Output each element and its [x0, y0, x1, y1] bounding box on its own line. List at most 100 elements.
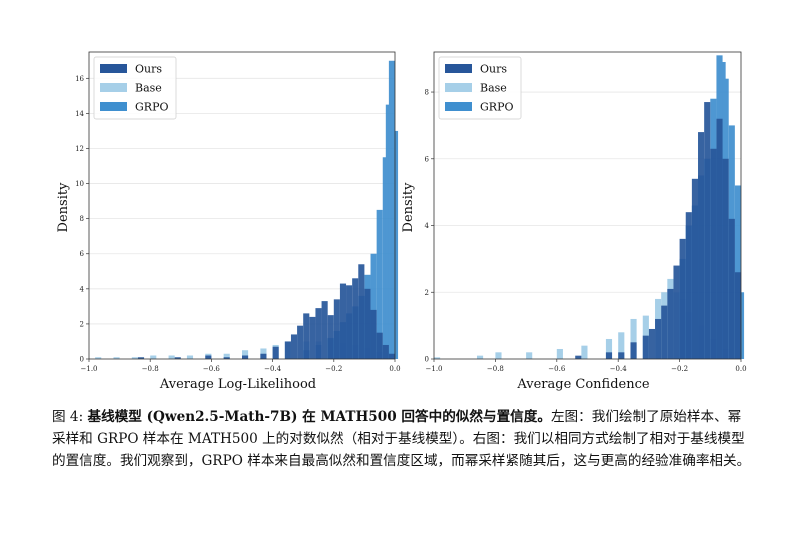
plot-frame: [433, 51, 742, 360]
histogram-bar: [321, 301, 328, 359]
histogram-bar: [260, 348, 267, 359]
histogram-bar: [242, 350, 249, 359]
x-tick-label: −0.2: [671, 365, 688, 373]
y-tick-label: 6: [80, 250, 85, 258]
y-axis-label: Density: [56, 182, 71, 233]
histogram-bar: [710, 148, 717, 359]
legend-label: Base: [480, 82, 507, 95]
y-tick-label: 16: [75, 75, 84, 83]
y-tick-label: 8: [425, 89, 429, 97]
legend-swatch: [100, 64, 127, 73]
histogram-bar: [526, 352, 533, 359]
chart-1: −1.0 −0.8 −0.6 −0.4 −0.2 0.0 0 2 4 6 8 10 12 14 16 Aver…: [56, 51, 401, 392]
histogram-bar: [370, 309, 377, 359]
legend-label: Ours: [480, 63, 507, 76]
histogram-bar: [242, 355, 249, 359]
histogram-bar: [290, 334, 298, 359]
x-tick-label: 0.0: [389, 365, 400, 373]
plot-frame: [88, 51, 396, 360]
y-tick-label: 4: [425, 222, 430, 230]
histogram-bar: [315, 308, 322, 359]
y-tick-label: 6: [425, 155, 430, 163]
figure-caption: 图 4: 基线模型 (Qwen2.5-Math-7B) 在 MATH500 回答…: [52, 406, 752, 472]
series-ours: [575, 102, 741, 359]
histogram-bar: [667, 288, 674, 359]
legend-label: GRPO: [135, 101, 169, 114]
histogram-bar: [272, 346, 279, 359]
x-axis-label: Average Log-Likelihood: [159, 377, 316, 392]
caption-bold-text: 基线模型 (Qwen2.5-Math-7B) 在 MATH500 回答中的似然与…: [87, 409, 551, 425]
legend-label: GRPO: [480, 101, 514, 114]
y-tick-label: 14: [75, 110, 84, 118]
histogram-bar: [618, 352, 625, 359]
histogram-bar: [223, 353, 230, 359]
histogram-bar: [168, 355, 175, 359]
legend: Ours Base GRPO: [93, 56, 177, 120]
caption-label: 图 4:: [52, 409, 84, 425]
histogram-bar: [327, 315, 334, 359]
y-tick-label: 0: [425, 356, 429, 364]
histogram-bar: [297, 325, 304, 359]
histogram-bar: [205, 355, 212, 359]
histogram-bar: [382, 344, 389, 359]
histogram-bar: [679, 238, 686, 359]
histogram-bar: [352, 278, 359, 359]
figure: −1.0 −0.8 −0.6 −0.4 −0.2 0.0 0 2 4 6 8 10 12 14 16 Aver…: [56, 51, 747, 392]
histogram-bar: [495, 352, 502, 359]
histogram-bar: [648, 328, 656, 359]
x-axis-label: Average Confidence: [516, 377, 649, 392]
histogram-bar: [673, 265, 680, 359]
legend-swatch: [445, 64, 472, 73]
y-tick-label: 8: [80, 215, 84, 223]
histogram-bar: [722, 158, 729, 359]
legend-swatch: [100, 83, 127, 92]
histogram-bar: [630, 318, 637, 359]
histogram-bar: [284, 341, 291, 359]
x-tick-label: −1.0: [426, 365, 443, 373]
y-tick-label: 2: [425, 289, 429, 297]
histogram-bar: [618, 332, 625, 359]
x-tick-label: −1.0: [81, 365, 98, 373]
legend: Ours Base GRPO: [438, 56, 522, 120]
histogram-bar: [655, 318, 662, 359]
y-axis-label: Density: [401, 182, 416, 233]
legend-swatch: [445, 83, 472, 92]
histogram-bar: [605, 338, 613, 359]
histogram-bar: [388, 353, 395, 359]
caption-body-text: 左图：我们绘制了原始样本、幂采样和 GRPO 样本在 MATH500 上的对数似…: [52, 409, 751, 469]
histogram-bar: [223, 357, 230, 359]
histogram-bar: [186, 355, 194, 359]
x-tick-label: 0.0: [735, 365, 746, 373]
histogram-bar: [150, 355, 157, 359]
x-tick-label: −0.8: [142, 365, 159, 373]
histogram-bar: [137, 357, 145, 359]
histogram-bar: [575, 355, 582, 359]
histogram-bar: [303, 313, 310, 359]
legend-label: Base: [135, 82, 162, 95]
histogram-bar: [370, 253, 377, 359]
histogram-bar: [661, 305, 668, 359]
histogram-bar: [685, 212, 692, 359]
histogram-bar: [113, 357, 120, 359]
y-tick-label: 12: [75, 145, 84, 153]
histogram-bar: [339, 283, 347, 359]
histogram-bar: [476, 355, 484, 359]
histogram-bar: [358, 264, 365, 359]
histogram-bar: [376, 332, 383, 359]
histogram-bar: [728, 218, 735, 359]
histogram-bar: [346, 285, 353, 359]
histogram-bar: [309, 316, 316, 359]
y-tick-label: 0: [80, 356, 84, 364]
histogram-bar: [716, 118, 723, 359]
histogram-bar: [131, 357, 138, 359]
legend-label: Ours: [135, 63, 162, 76]
y-tick-label: 10: [75, 180, 84, 188]
histogram-bar: [174, 357, 181, 359]
x-tick-label: −0.6: [548, 365, 566, 373]
histogram-bar: [376, 209, 383, 359]
histogram-bar: [691, 178, 699, 359]
x-tick-label: −0.8: [487, 365, 504, 373]
chart-2: −1.0 −0.8 −0.6 −0.4 −0.2 0.0 0 2 4 6 8 Average Conf…: [401, 51, 747, 392]
histogram-bar: [333, 299, 340, 359]
x-tick-label: −0.4: [264, 365, 282, 373]
